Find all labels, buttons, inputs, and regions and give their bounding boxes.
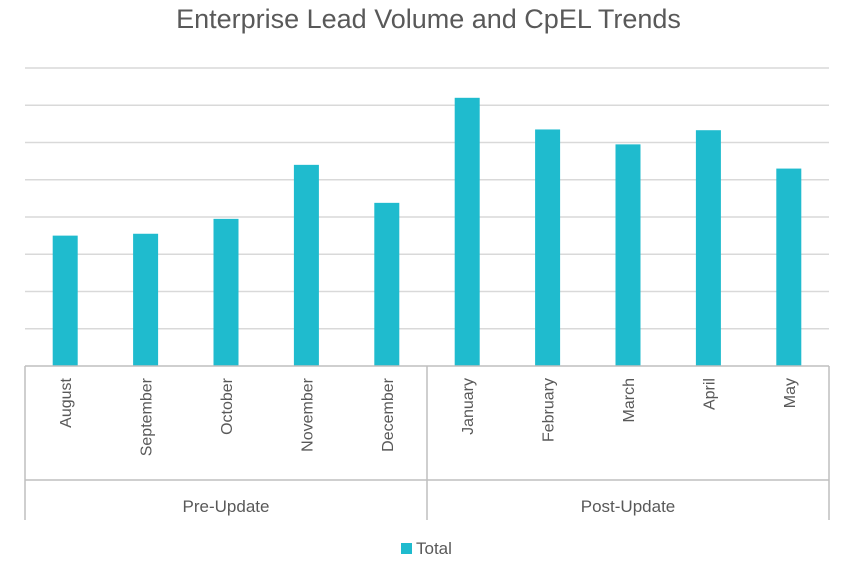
bar-october	[213, 218, 239, 366]
x-tick-label: April	[701, 378, 718, 410]
legend: Total	[401, 539, 452, 558]
bar-september	[133, 233, 159, 366]
bar-august	[52, 235, 78, 366]
legend-swatch	[401, 543, 412, 554]
x-tick-label: May	[782, 378, 799, 408]
x-tick-label: August	[58, 377, 75, 427]
bar-march	[615, 144, 641, 366]
x-tick-label: October	[219, 377, 236, 435]
bar-april	[695, 130, 721, 366]
group-label: Post-Update	[581, 497, 676, 516]
x-tick-label: December	[380, 377, 397, 451]
x-tick-label: November	[299, 377, 316, 451]
gridlines	[25, 67, 829, 330]
legend-label: Total	[416, 539, 452, 558]
x-tick-label: March	[621, 378, 638, 422]
x-tick-label: February	[541, 378, 558, 442]
x-tick-label: September	[139, 377, 156, 456]
bars	[52, 97, 802, 367]
bar-may	[776, 168, 802, 366]
bar-november	[293, 164, 319, 366]
bar-february	[535, 129, 561, 366]
x-tick-label: January	[460, 378, 477, 435]
bar-december	[374, 202, 400, 366]
x-axis: August September October November December Ja…	[24, 365, 830, 520]
group-label: Pre-Update	[183, 497, 270, 516]
bar-january	[454, 97, 480, 367]
chart-title: Enterprise Lead Volume and CpEL Trends	[176, 4, 681, 34]
